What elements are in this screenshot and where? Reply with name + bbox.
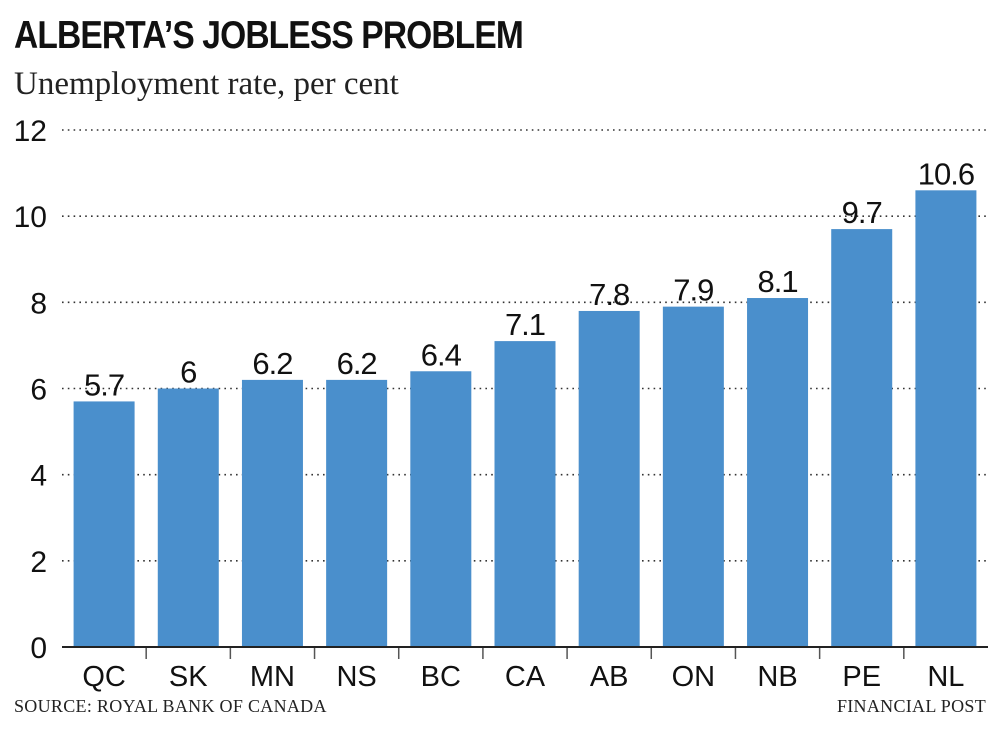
data-label: 6 <box>180 355 196 390</box>
x-tick-label: ON <box>672 661 716 693</box>
y-tick-label: 10 <box>14 201 47 234</box>
data-label: 6.2 <box>337 346 377 381</box>
x-tick-label: CA <box>505 661 546 693</box>
bar <box>410 371 472 647</box>
bar <box>494 341 556 647</box>
publisher-credit: FINANCIAL POST <box>836 696 986 716</box>
y-tick-label: 12 <box>14 115 47 148</box>
y-tick-label: 4 <box>30 460 47 493</box>
x-tick-label: NB <box>757 661 797 693</box>
bar <box>73 401 135 647</box>
data-label: 6.2 <box>252 346 292 381</box>
data-label: 7.1 <box>505 307 545 342</box>
y-tick-label: 6 <box>30 374 47 407</box>
x-tick-label: NS <box>336 661 376 693</box>
data-label: 8.1 <box>757 264 797 299</box>
y-tick-label: 8 <box>30 287 47 320</box>
bar <box>915 190 977 648</box>
source-note: SOURCE: ROYAL BANK OF CANADA <box>14 696 327 716</box>
y-tick-label: 2 <box>30 546 47 579</box>
bar <box>157 388 219 647</box>
chart-title: ALBERTA’S JOBLESS PROBLEM <box>14 14 524 57</box>
data-label: 7.8 <box>589 277 629 312</box>
x-tick-label: PE <box>842 661 881 693</box>
x-tick-label: SK <box>169 661 208 693</box>
x-tick-label: QC <box>82 661 126 693</box>
bar <box>747 298 809 647</box>
bar <box>326 379 388 647</box>
y-tick-label: 0 <box>30 632 47 665</box>
data-label: 9.7 <box>842 195 882 230</box>
data-label: 10.6 <box>918 156 974 191</box>
bar <box>578 310 640 647</box>
data-label: 5.7 <box>84 367 124 402</box>
x-tick-label: NL <box>927 661 964 693</box>
data-label: 6.4 <box>421 337 462 372</box>
chart-subtitle: Unemployment rate, per cent <box>14 66 399 102</box>
bar <box>662 306 724 647</box>
x-tick-label: BC <box>421 661 461 693</box>
data-label: 7.9 <box>673 273 713 308</box>
bar <box>831 229 893 647</box>
x-tick-label: AB <box>590 661 629 693</box>
bar <box>241 379 303 647</box>
x-tick-label: MN <box>250 661 295 693</box>
